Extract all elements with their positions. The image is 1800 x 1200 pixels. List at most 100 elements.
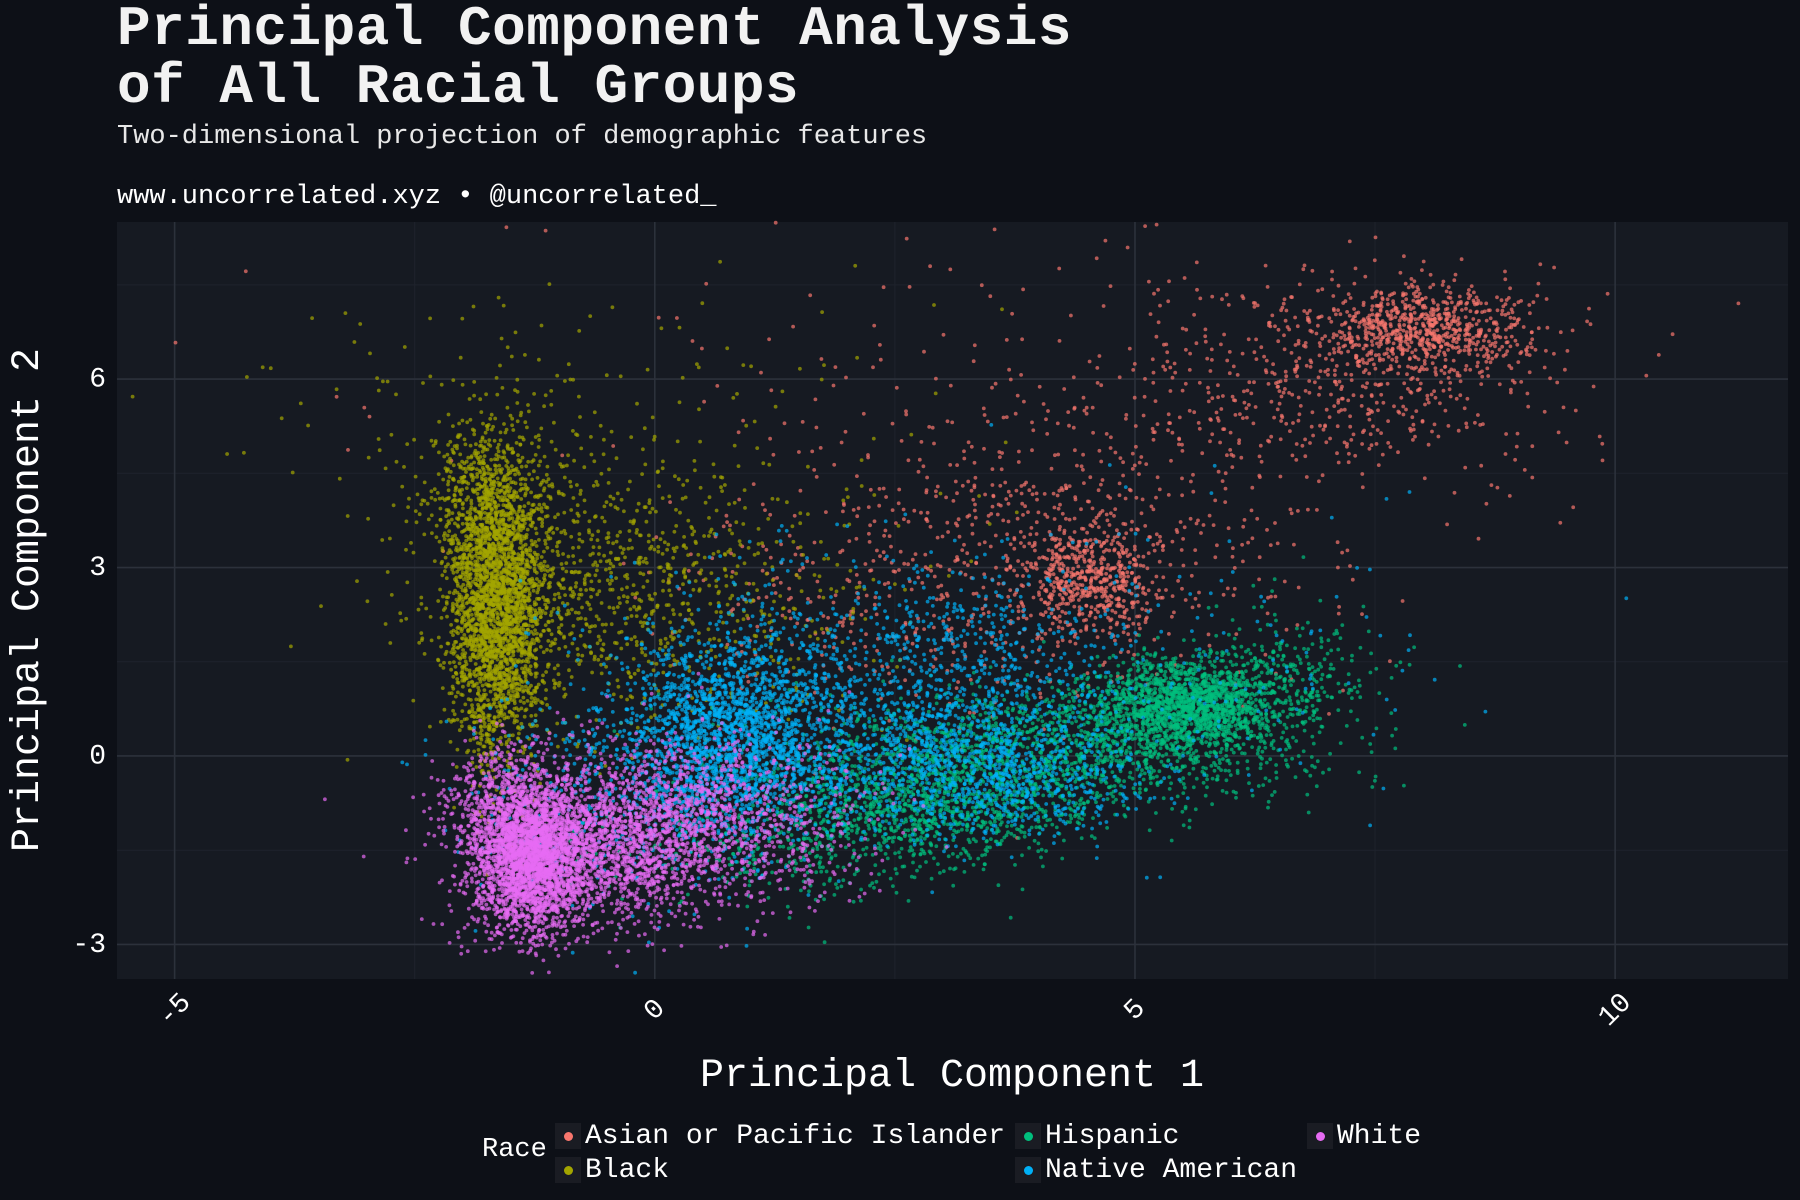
data-point [1484,501,1489,506]
data-point [1298,404,1303,408]
data-point [1255,303,1260,308]
data-point [938,564,943,569]
data-point [504,556,509,561]
data-point [1335,424,1340,429]
data-point [1099,561,1104,566]
data-point [1084,626,1089,630]
data-point [881,550,886,555]
data-point [1432,422,1437,427]
data-point [498,654,503,659]
data-point [482,483,487,488]
data-point [1504,327,1508,332]
data-point [507,737,511,742]
data-point [1323,334,1327,338]
data-point [1460,308,1464,312]
data-point [1408,307,1413,311]
data-point [932,625,936,630]
data-point [1443,353,1447,357]
data-point [966,622,970,627]
data-point [1170,594,1175,598]
data-point [1057,542,1061,547]
data-point [1228,430,1233,435]
data-point [478,725,483,729]
data-point [1180,388,1185,393]
data-point [1231,364,1236,369]
data-point [524,464,529,469]
data-point [462,618,467,623]
data-point [1006,519,1011,524]
data-point [1458,348,1463,353]
data-point [1351,393,1356,398]
data-point [441,477,446,482]
data-point [1167,421,1171,425]
data-point [532,563,537,567]
data-point [511,689,515,694]
data-point [966,440,971,445]
data-point [1392,404,1396,409]
data-point [730,570,735,574]
data-point [1091,430,1095,435]
data-point [877,487,882,491]
data-point [463,702,468,707]
data-point [1117,375,1122,380]
data-point [1330,358,1335,362]
data-point [982,413,987,417]
data-point [1308,308,1312,313]
data-point [998,483,1003,488]
data-point [1507,296,1511,300]
data-point [1240,351,1245,356]
data-point [1068,639,1072,644]
data-point [529,538,534,543]
data-point [459,671,464,675]
data-point [1164,342,1169,347]
data-point [1108,625,1113,630]
data-point [1348,424,1353,429]
data-point [1066,555,1071,559]
data-point [1122,599,1126,603]
data-point [1062,545,1067,550]
data-point [1408,356,1412,361]
data-point [1136,554,1141,559]
data-point [890,508,895,512]
data-point [552,420,556,425]
data-point [1565,349,1570,353]
data-point [988,544,993,549]
data-point [464,538,469,543]
data-point [530,559,534,563]
data-point [1168,389,1173,393]
data-point [1395,328,1400,333]
data-point [473,597,478,602]
data-point [1306,507,1310,512]
data-point [1180,442,1184,447]
data-point [1012,568,1016,573]
data-point [1077,611,1082,616]
data-point [510,464,514,468]
data-point [1284,627,1289,632]
data-point [1391,341,1396,346]
data-point [1230,465,1235,469]
data-point [485,763,490,767]
data-point [1302,343,1306,348]
data-point [1479,329,1483,334]
data-point [962,449,966,454]
data-point [1409,377,1413,382]
data-point [1507,325,1512,330]
data-point [451,378,456,382]
data-point [1379,392,1384,397]
data-point [1141,554,1146,559]
data-point [1439,380,1443,385]
data-point [955,491,959,496]
data-point [1402,323,1406,327]
data-point [1062,528,1067,533]
data-point [468,623,473,628]
data-point [1378,307,1383,312]
data-point [1216,469,1221,474]
data-point [1117,586,1122,591]
data-point [530,503,535,507]
data-point [940,534,945,539]
data-point [1527,353,1532,357]
data-point [1278,437,1283,442]
data-point [1263,652,1268,657]
data-point [481,704,485,709]
data-point [1057,614,1062,619]
